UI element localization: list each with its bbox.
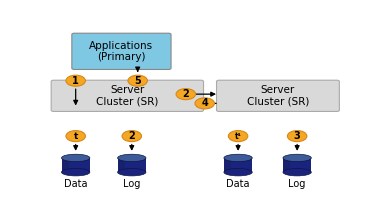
Circle shape xyxy=(287,131,307,142)
Circle shape xyxy=(228,131,248,142)
Polygon shape xyxy=(118,158,125,172)
Ellipse shape xyxy=(61,154,90,162)
Circle shape xyxy=(176,89,195,100)
Text: Data: Data xyxy=(64,179,87,189)
Ellipse shape xyxy=(283,154,311,162)
Circle shape xyxy=(122,131,141,142)
Polygon shape xyxy=(283,158,290,172)
Text: Data: Data xyxy=(226,179,250,189)
Text: 2: 2 xyxy=(128,131,135,141)
Ellipse shape xyxy=(224,169,252,176)
Polygon shape xyxy=(283,158,311,172)
Text: 2: 2 xyxy=(182,89,189,99)
Text: 4: 4 xyxy=(201,98,208,108)
Text: Server
Cluster (SR): Server Cluster (SR) xyxy=(96,85,158,107)
Ellipse shape xyxy=(224,154,252,162)
Text: Server
Cluster (SR): Server Cluster (SR) xyxy=(247,85,309,107)
Text: Applications
(Primary): Applications (Primary) xyxy=(90,41,154,62)
Polygon shape xyxy=(224,158,252,172)
Polygon shape xyxy=(61,158,69,172)
Circle shape xyxy=(66,131,85,142)
Text: 3: 3 xyxy=(294,131,301,141)
Ellipse shape xyxy=(283,169,311,176)
Text: Log: Log xyxy=(288,179,306,189)
Text: 5: 5 xyxy=(134,76,141,86)
Ellipse shape xyxy=(61,169,90,176)
Ellipse shape xyxy=(118,169,146,176)
Circle shape xyxy=(66,75,85,86)
FancyBboxPatch shape xyxy=(51,80,203,111)
Text: t¹: t¹ xyxy=(235,132,242,141)
Polygon shape xyxy=(61,158,90,172)
Ellipse shape xyxy=(118,154,146,162)
FancyBboxPatch shape xyxy=(216,80,339,111)
Text: 1: 1 xyxy=(72,76,79,86)
Polygon shape xyxy=(224,158,231,172)
Circle shape xyxy=(195,98,215,109)
Polygon shape xyxy=(118,158,146,172)
FancyBboxPatch shape xyxy=(72,33,171,70)
Circle shape xyxy=(128,75,147,86)
Text: t: t xyxy=(74,132,78,141)
Text: Log: Log xyxy=(123,179,141,189)
